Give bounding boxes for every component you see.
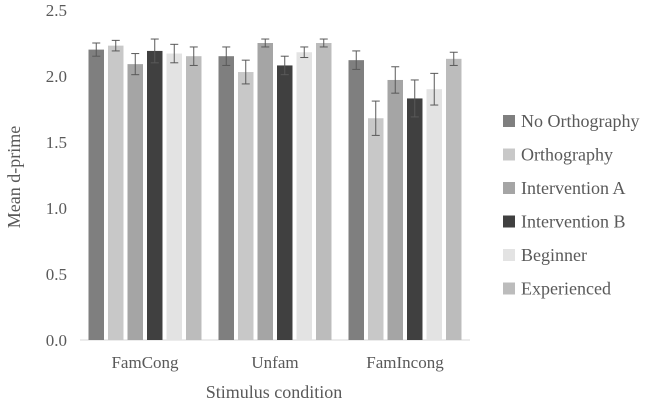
error-bar — [300, 46, 309, 59]
error-bar — [170, 43, 179, 64]
legend-label: Orthography — [521, 145, 613, 165]
bar-Unfam-intervention-a — [257, 43, 273, 340]
x-tick-label: Unfam — [251, 353, 298, 372]
legend-item: Beginner — [503, 245, 587, 265]
bar-FamIncong-no-orthography — [348, 60, 364, 340]
y-tick-label: 0.5 — [46, 265, 67, 284]
error-bar — [92, 42, 101, 57]
legend-swatch — [503, 282, 515, 295]
error-bar — [319, 38, 328, 48]
error-bar — [430, 72, 439, 106]
error-bar — [241, 59, 250, 85]
bar-FamIncong-intervention-a — [387, 79, 403, 341]
x-axis-title: Stimulus condition — [206, 382, 343, 402]
legend: No Orthography Orthography Intervention A I… — [503, 111, 639, 299]
legend-item: Orthography — [503, 145, 613, 165]
legend-label: Beginner — [521, 245, 587, 265]
bar-FamCong-beginner — [166, 53, 182, 341]
error-bar — [131, 53, 140, 76]
error-bar — [410, 79, 419, 118]
error-bar — [280, 55, 289, 76]
bar-FamCong-intervention-a — [127, 64, 143, 341]
error-bar — [189, 46, 198, 66]
legend-item: Intervention A — [503, 178, 625, 198]
bar-FamCong-no-orthography — [88, 49, 104, 340]
legend-swatch — [503, 215, 515, 228]
y-axis-title: Mean d-prime — [4, 126, 24, 228]
y-tick-label: 2.0 — [46, 67, 67, 86]
legend-label: No Orthography — [521, 111, 639, 131]
error-bar — [222, 46, 231, 66]
y-tick-label: 0.0 — [46, 331, 67, 350]
legend-swatch — [503, 182, 515, 194]
legend-item: No Orthography — [503, 111, 639, 131]
bar-Unfam-no-orthography — [218, 56, 234, 340]
bar-FamIncong-beginner — [426, 89, 442, 340]
bar-Unfam-intervention-b — [277, 65, 293, 340]
error-bar — [449, 51, 458, 66]
error-bar — [371, 100, 380, 136]
error-bar — [150, 38, 159, 64]
legend-item: Intervention B — [503, 212, 625, 232]
bar-FamCong-experienced — [186, 56, 202, 340]
error-bar — [111, 39, 120, 52]
bar-FamIncong-experienced — [446, 58, 462, 341]
x-axis-ticks: FamCong Unfam FamIncong — [111, 353, 444, 372]
bar-Unfam-beginner — [296, 52, 312, 341]
y-axis-ticks: 0.0 0.5 1.0 1.5 2.0 2.5 — [46, 1, 67, 350]
y-tick-label: 2.5 — [46, 1, 67, 20]
legend-swatch — [503, 115, 515, 127]
legend-label: Intervention A — [521, 178, 625, 198]
legend-label: Intervention B — [521, 212, 625, 232]
legend-swatch — [503, 148, 515, 161]
bar-FamIncong-intervention-b — [407, 98, 423, 340]
bar-FamCong-intervention-b — [147, 50, 163, 341]
bar-Unfam-experienced — [316, 43, 332, 340]
bar-Unfam-orthography — [238, 72, 254, 340]
y-tick-label: 1.0 — [46, 199, 67, 218]
error-bar — [261, 38, 270, 48]
bars-group — [88, 38, 462, 341]
legend-item: Experienced — [503, 279, 611, 299]
x-tick-label: FamIncong — [366, 353, 444, 372]
bar-FamCong-orthography — [108, 45, 124, 340]
error-bar — [391, 66, 400, 94]
legend-label: Experienced — [521, 279, 611, 299]
legend-swatch — [503, 249, 515, 261]
y-tick-label: 1.5 — [46, 133, 67, 152]
x-tick-label: FamCong — [111, 353, 179, 372]
bar-FamIncong-orthography — [368, 118, 384, 341]
error-bar — [352, 50, 361, 70]
